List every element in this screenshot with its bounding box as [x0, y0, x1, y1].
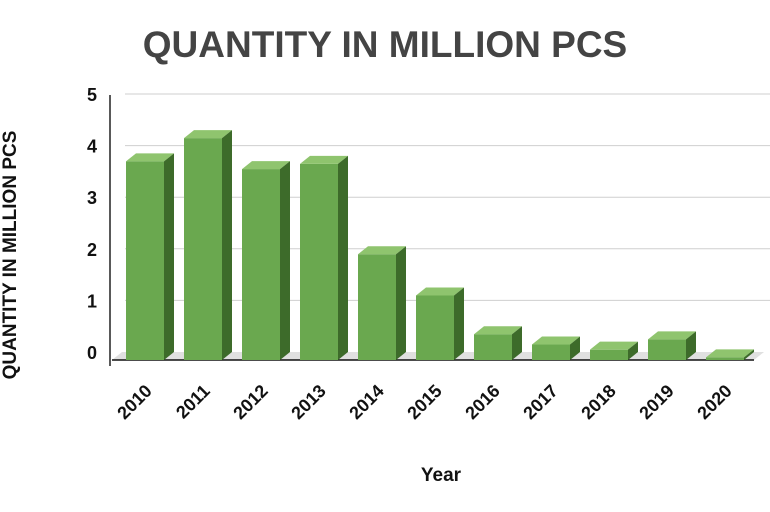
y-tick-label: 4 — [87, 137, 97, 157]
bar-top — [126, 153, 174, 162]
y-tick-labels: 0 1 2 3 4 5 — [87, 85, 97, 363]
y-tick-label: 0 — [87, 343, 97, 363]
x-tick-label: 2019 — [635, 381, 677, 423]
x-tick-label: 2015 — [403, 381, 445, 423]
bar-front — [358, 254, 396, 360]
bar — [648, 331, 696, 360]
x-tick-label: 2012 — [229, 381, 271, 423]
bar — [532, 336, 580, 360]
bars — [126, 130, 754, 360]
chart-title: QUANTITY IN MILLION PCS — [143, 24, 627, 65]
x-tick-labels: 2010 2011 2012 2013 2014 2015 2016 2017 2018 2019… — [113, 381, 735, 423]
bar-front — [474, 334, 512, 360]
bar — [590, 341, 638, 360]
y-axis-label: QUANTITY IN MILLION PCS — [0, 131, 21, 380]
bar-side — [164, 153, 174, 360]
x-tick-label: 2016 — [461, 381, 503, 423]
x-tick-label: 2014 — [345, 381, 387, 423]
bar — [300, 155, 348, 360]
bar-side — [338, 155, 348, 360]
x-tick-label: 2018 — [577, 381, 619, 423]
bar-side — [628, 341, 638, 360]
y-tick-label: 3 — [87, 188, 97, 208]
bar-side — [512, 326, 522, 360]
y-tick-label: 5 — [87, 85, 97, 105]
gridlines — [125, 93, 770, 301]
bar — [358, 246, 406, 360]
x-tick-label: 2020 — [693, 381, 735, 423]
bar-front — [416, 295, 454, 360]
y-tick-label: 1 — [87, 291, 97, 311]
bar-top — [706, 349, 754, 358]
bar-side — [222, 130, 232, 360]
bar-front — [300, 163, 338, 360]
bar-front — [184, 138, 222, 360]
bar-side — [454, 287, 464, 360]
x-tick-label: 2017 — [519, 381, 561, 423]
bar-side — [280, 161, 290, 360]
x-axis-label: Year — [421, 465, 462, 486]
bar-front — [590, 349, 628, 360]
bar-front — [126, 161, 164, 360]
bar-top — [416, 287, 464, 296]
x-tick-label: 2010 — [113, 381, 155, 423]
bar — [184, 130, 232, 360]
bar-side — [744, 349, 754, 360]
bar-front — [242, 169, 280, 360]
bar — [242, 161, 290, 360]
bar-front — [532, 344, 570, 360]
bar-side — [396, 246, 406, 360]
bar — [706, 349, 754, 360]
bar — [474, 326, 522, 360]
bar-top — [532, 336, 580, 345]
bar-top — [474, 326, 522, 335]
bar-top — [300, 155, 348, 164]
bar-top — [184, 130, 232, 139]
x-tick-label: 2013 — [287, 381, 329, 423]
bar-top — [648, 331, 696, 340]
bar-side — [570, 336, 580, 360]
bar-top — [358, 246, 406, 255]
bar — [126, 153, 174, 360]
bar-front — [648, 339, 686, 360]
y-tick-label: 2 — [87, 240, 97, 260]
bar-front — [706, 357, 744, 360]
bar-side — [686, 331, 696, 360]
bar — [416, 287, 464, 360]
bar-top — [242, 161, 290, 170]
bar-top — [590, 341, 638, 350]
x-tick-label: 2011 — [172, 381, 214, 423]
